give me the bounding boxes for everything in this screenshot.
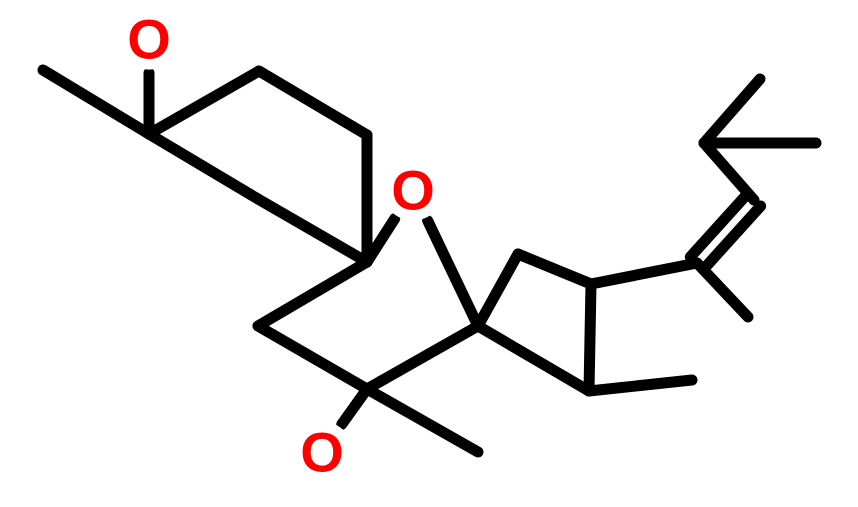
bond	[478, 326, 589, 391]
bond	[342, 389, 367, 424]
bond	[428, 221, 478, 326]
bond	[704, 79, 760, 143]
atom-label-O: O	[391, 159, 435, 222]
atom-label-O: O	[127, 8, 171, 71]
bond	[591, 263, 697, 284]
bond	[367, 389, 478, 452]
atom-label-O: O	[300, 421, 344, 484]
bond	[149, 134, 258, 199]
bond	[589, 380, 692, 391]
bond	[367, 326, 478, 389]
bond	[43, 70, 149, 134]
bond	[478, 254, 518, 326]
bond	[518, 254, 591, 284]
bond	[704, 143, 754, 200]
bond	[258, 199, 367, 262]
molecule-diagram: O O O	[0, 0, 858, 507]
bond	[258, 326, 367, 389]
bond	[259, 71, 367, 135]
bond	[149, 71, 259, 134]
bond	[589, 284, 591, 391]
bond	[258, 262, 367, 326]
